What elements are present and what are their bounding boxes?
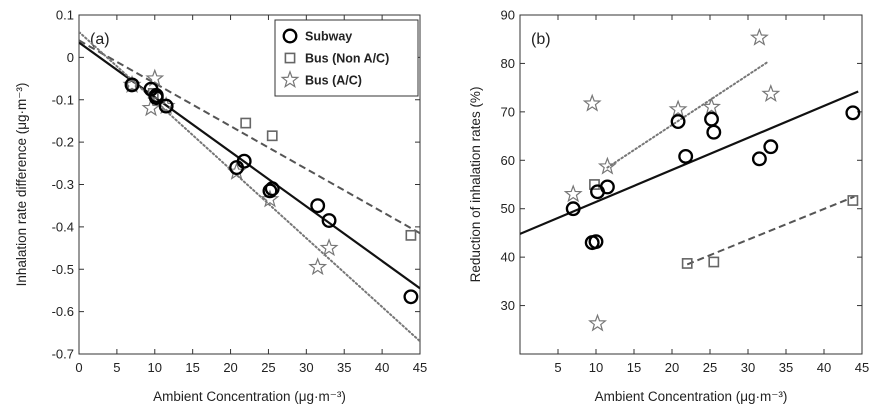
panel-letter: (b) (531, 31, 551, 48)
point-bus-a-c (668, 99, 688, 118)
point-bus-a-c (308, 257, 328, 276)
point-subway (321, 213, 337, 228)
x-tick-label: 25 (703, 360, 717, 375)
point-bus-a-c (749, 27, 769, 46)
x-tick-label: 10 (589, 360, 603, 375)
point-subway (845, 105, 861, 121)
x-tick-label: 10 (148, 360, 162, 375)
point-subway (588, 234, 604, 250)
point-bus-non-a-c (240, 117, 252, 129)
x-tick-label: 15 (627, 360, 641, 375)
y-tick-label: -0.2 (52, 135, 74, 150)
y-tick-label: -0.5 (52, 262, 74, 277)
x-tick-label: 20 (665, 360, 679, 375)
point-subway (264, 181, 280, 197)
y-tick-label: 50 (501, 201, 515, 216)
x-tick-label: 5 (554, 360, 561, 375)
point-bus-a-c (563, 184, 583, 203)
x-tick-label: 45 (413, 360, 427, 375)
legend-marker (282, 28, 298, 44)
legend-marker (280, 70, 300, 89)
point-subway (403, 289, 419, 305)
point-bus-non-a-c (126, 79, 138, 91)
point-subway (751, 151, 767, 167)
y-tick-label: -0.3 (52, 177, 74, 192)
y-tick-label: 70 (501, 104, 515, 119)
point-subway (124, 77, 140, 93)
legend: Subway Bus (Non A/C) Bus (A/C) (274, 19, 419, 97)
chart-panel-b: 5 10 15 20 25 30 35 40 45 30 40 50 60 70 80 90 Ambient C… (468, 8, 869, 405)
x-tick-label: 30 (741, 360, 755, 375)
x-tick-label: 0 (75, 360, 82, 375)
panel-letter: (a) (90, 31, 110, 48)
y-tick-label: -0.1 (52, 92, 74, 107)
point-bus-a-c (319, 238, 339, 257)
y-tick-label: 80 (501, 56, 515, 71)
legend-marker (284, 52, 296, 64)
x-tick-label: 30 (299, 360, 313, 375)
point-subway (599, 179, 615, 195)
point-subway (148, 88, 164, 103)
point-subway (678, 148, 694, 164)
legend-label: Bus (A/C) (305, 74, 362, 88)
y-tick-label: 40 (501, 250, 515, 265)
point-bus-a-c (761, 83, 781, 102)
fit-line-bus-a-c (606, 61, 768, 169)
x-tick-label: 40 (817, 360, 831, 375)
point-bus-non-a-c (266, 130, 278, 142)
x-tick-label: 35 (337, 360, 351, 375)
point-bus-non-a-c (708, 256, 720, 268)
point-subway (310, 198, 326, 214)
y-axis-label: Inhalation rate difference (μg·m⁻³) (14, 83, 29, 287)
point-subway (262, 183, 278, 199)
point-bus-non-a-c (847, 195, 859, 206)
point-subway (706, 124, 722, 140)
fit-line-bus-a-c (79, 30, 420, 343)
point-subway (158, 98, 174, 114)
x-tick-label: 15 (185, 360, 199, 375)
legend-label: Subway (305, 30, 352, 44)
point-bus-a-c (588, 313, 607, 332)
fit-line-bus-non-a-c (686, 195, 855, 266)
y-tick-label: 30 (501, 298, 515, 313)
point-subway (236, 153, 252, 169)
x-tick-label: 25 (261, 360, 275, 375)
y-tick-label: -0.7 (52, 347, 74, 362)
point-subway (763, 139, 779, 155)
point-subway (670, 114, 686, 129)
y-tick-label: 90 (501, 8, 515, 23)
x-tick-label: 35 (779, 360, 793, 375)
y-tick-label: 0 (67, 50, 74, 65)
point-bus-non-a-c (405, 229, 417, 241)
chart-panel-a: 0 5 10 15 20 25 30 35 40 45 -0.7 -0.6 -0.5 -0.4 -0.3 -0… (14, 8, 427, 405)
point-bus-a-c (260, 189, 280, 208)
legend-box (274, 19, 419, 97)
point-bus-a-c (582, 93, 602, 112)
x-tick-label: 20 (223, 360, 237, 375)
x-tick-label: 40 (375, 360, 389, 375)
point-bus-a-c (145, 68, 165, 87)
y-tick-label: -0.4 (52, 219, 74, 234)
x-axis-label: Ambient Concentration (μg·m⁻³) (153, 389, 346, 404)
y-tick-label: 60 (501, 153, 515, 168)
plot-frame (519, 14, 863, 355)
y-tick-label: 0.1 (56, 8, 74, 23)
y-tick-label: -0.6 (52, 304, 74, 319)
point-subway (565, 201, 581, 217)
x-axis-label: Ambient Concentration (μg·m⁻³) (595, 389, 788, 404)
x-tick-label: 45 (855, 360, 869, 375)
point-bus-a-c (702, 97, 721, 116)
legend-label: Bus (Non A/C) (305, 52, 389, 66)
point-bus-non-a-c (681, 258, 693, 269)
y-axis-label: Reduction of inhalation rates (%) (468, 87, 483, 283)
x-tick-label: 5 (113, 360, 120, 375)
point-bus-a-c (141, 98, 161, 117)
point-subway (704, 111, 719, 127)
point-bus-a-c (597, 156, 617, 175)
